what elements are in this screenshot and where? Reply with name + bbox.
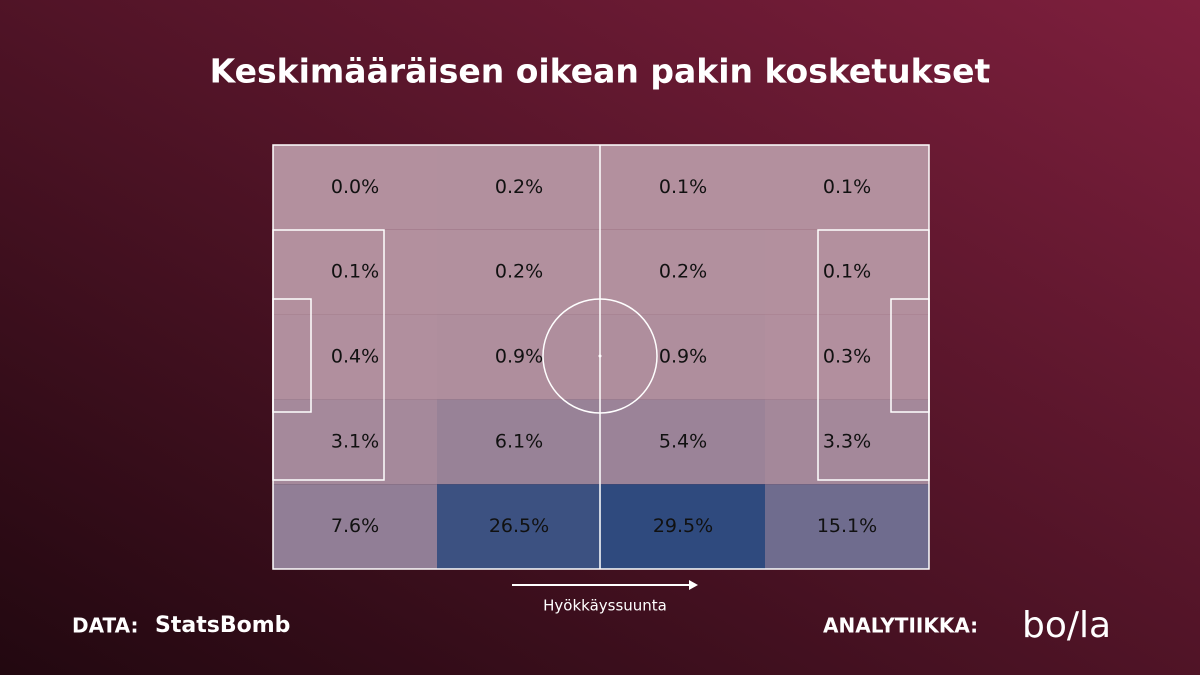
heat-cell [765,314,929,400]
cell-label: 0.1% [331,261,379,283]
heat-cell [765,399,929,485]
cell-label: 0.2% [495,176,543,198]
heat-cell [601,484,765,569]
cell-label: 3.3% [823,430,871,452]
cell-label: 6.1% [495,430,543,452]
cell-label: 7.6% [331,515,379,537]
cell-label: 0.1% [659,176,707,198]
heat-cell [437,145,601,230]
goal-area [272,298,312,413]
heat-cell [765,145,929,230]
center-circle [542,298,658,414]
cell-label: 0.4% [331,346,379,368]
chart-title: Keskimääräisen oikean pakin kosketukset [210,52,991,91]
heat-cell [273,145,437,230]
footer-logo: bo/la [1022,605,1111,646]
footer-label: ANALYTIIKKA: [823,614,978,638]
heat-cell [273,399,437,485]
cell-label: 26.5% [489,515,549,537]
cell-label: 5.4% [659,430,707,452]
heat-cell [273,229,437,315]
heat-cell [601,399,765,485]
heat-cell [273,484,437,569]
heat-cell [437,229,601,315]
cell-label: 0.0% [331,176,379,198]
cell-label: 3.1% [331,430,379,452]
footer-source: StatsBomb [155,613,290,638]
heat-cell [765,229,929,315]
cell-label: 0.3% [823,346,871,368]
cell-label: 0.9% [495,346,543,368]
heat-cell [765,484,929,569]
center-spot [598,354,602,358]
heat-cell [273,314,437,400]
heat-cell [601,314,765,400]
heat-cell [437,484,601,569]
footer-label: DATA: [72,614,138,638]
heatmap [273,145,929,569]
cell-label: 15.1% [817,515,877,537]
heat-cell [437,399,601,485]
cell-label: 0.1% [823,176,871,198]
cell-label: 0.1% [823,261,871,283]
arrow-head [689,580,698,590]
cell-label: 0.9% [659,346,707,368]
direction-label: Hyökkäyssuunta [543,597,667,615]
cell-label: 0.2% [495,261,543,283]
heat-cell [437,314,601,400]
cell-label: 0.2% [659,261,707,283]
heat-cell [601,229,765,315]
goal-area [890,298,930,413]
heat-cell [601,145,765,230]
cell-label: 29.5% [653,515,713,537]
